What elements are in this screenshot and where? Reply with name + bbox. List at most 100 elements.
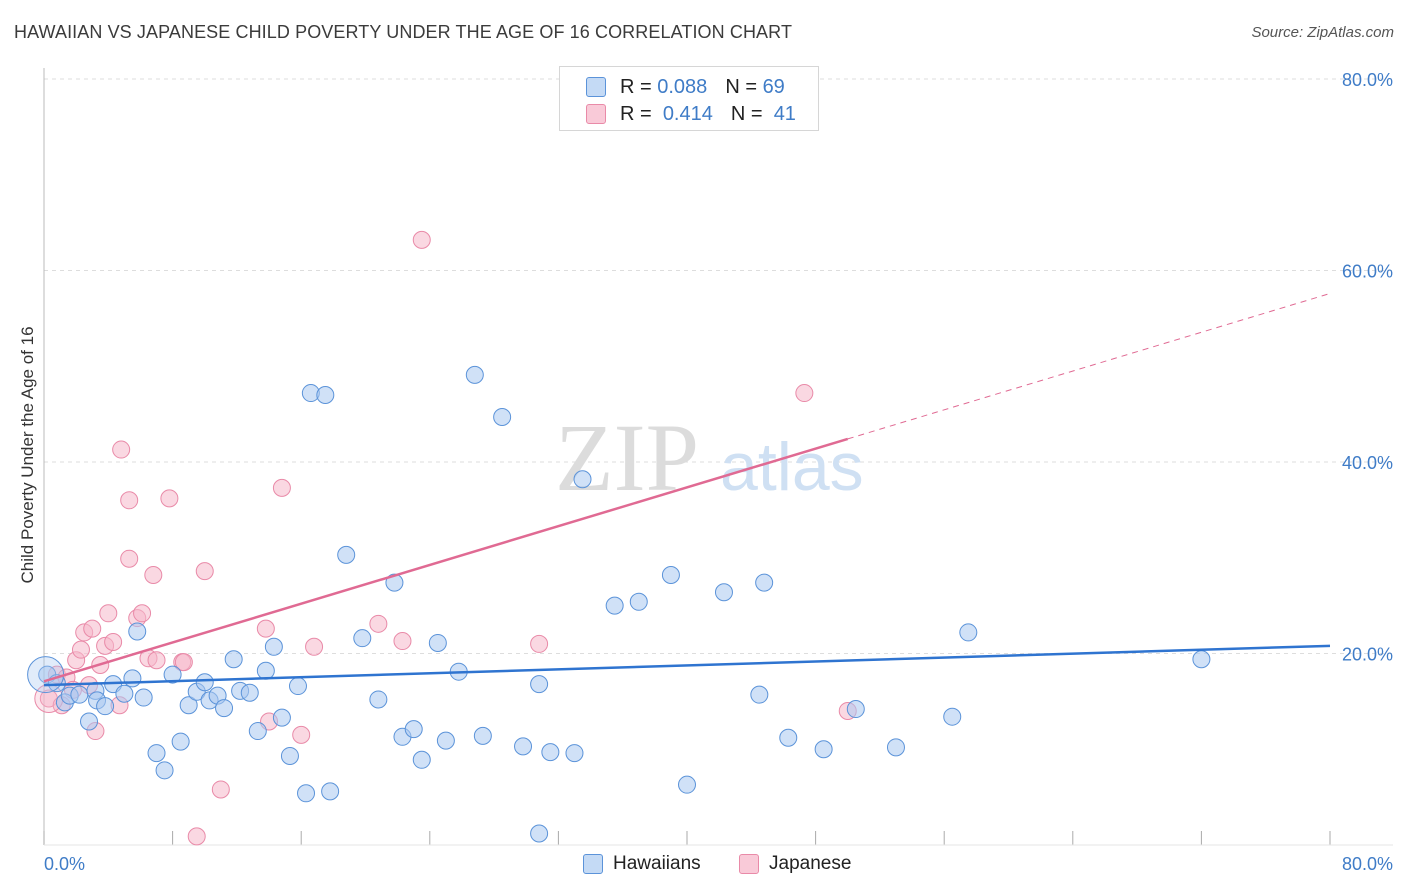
legend-row-hawaiians: R = 0.088 N = 69 xyxy=(586,75,785,99)
hawaiian-point xyxy=(404,720,423,739)
hawaiian-point xyxy=(224,650,243,669)
hawaiian-point xyxy=(215,699,234,718)
hawaiian-point xyxy=(123,669,142,688)
hawaiian-points xyxy=(27,365,1211,843)
hawaiian-point xyxy=(565,744,584,763)
legend-r-value: 0.088 xyxy=(657,75,708,98)
legend-n-label: N = xyxy=(730,102,763,125)
japanese-point xyxy=(305,637,324,656)
hawaiian-point xyxy=(256,661,275,680)
japanese-point xyxy=(112,440,131,459)
hawaiian-point xyxy=(541,743,560,762)
hawaiian-point xyxy=(678,775,696,794)
legend-n-value: 41 xyxy=(773,102,796,125)
hawaiian-point xyxy=(943,707,962,726)
hawaiian-point xyxy=(179,696,198,715)
hawaiians-legend-swatch xyxy=(583,854,603,874)
hawaiian-point xyxy=(661,565,680,584)
japanese-point xyxy=(530,634,549,653)
japanese-point xyxy=(71,640,90,659)
hawaiian-point xyxy=(465,365,484,384)
japanese-point xyxy=(133,604,152,623)
hawaiian-point xyxy=(530,824,549,843)
hawaiian-point xyxy=(115,684,134,703)
hawaiian-point xyxy=(128,622,147,641)
japanese-point xyxy=(211,780,230,799)
japanese-point xyxy=(104,633,123,652)
japanese-point xyxy=(160,489,179,508)
legend-n-label: N = xyxy=(725,75,757,98)
hawaiian-point xyxy=(272,708,291,727)
hawaiian-point xyxy=(297,784,316,803)
hawaiian-point xyxy=(195,673,214,692)
hawaiian-point xyxy=(514,737,533,756)
y-tick-label: 60.0% xyxy=(1342,262,1393,282)
x-tick-label: 0.0% xyxy=(44,854,85,874)
hawaiian-point xyxy=(755,573,774,592)
legend-row-japanese: R = 0.414 N = 41 xyxy=(586,102,796,126)
japanese-legend-swatch xyxy=(739,854,759,874)
trend-lines xyxy=(43,293,1331,687)
y-tick-label: 40.0% xyxy=(1342,453,1393,473)
japanese-point xyxy=(412,230,431,249)
legend-r-label: R = xyxy=(620,102,652,125)
legend-r-value: 0.414 xyxy=(662,102,713,125)
watermark: ZIP atlas xyxy=(555,404,864,511)
hawaiian-point xyxy=(473,726,492,745)
y-tick-label: 80.0% xyxy=(1342,70,1393,90)
chart-title: HAWAIIAN VS JAPANESE CHILD POVERTY UNDER… xyxy=(14,22,793,42)
hawaiian-point xyxy=(264,637,283,656)
hawaiian-point xyxy=(96,697,115,716)
hawaiian-point xyxy=(369,690,388,709)
legend: R = 0.088 N = 69 R = 0.414 N = 41 xyxy=(559,66,819,131)
hawaiian-point xyxy=(70,685,89,704)
hawaiian-point xyxy=(321,782,340,801)
hawaiians-trend-line xyxy=(43,644,1331,687)
hawaiian-point xyxy=(493,407,512,426)
hawaiian-point xyxy=(316,385,335,404)
hawaiians-legend-label: Hawaiians xyxy=(613,853,701,874)
y-tick-label: 20.0% xyxy=(1342,645,1393,665)
hawaiian-point xyxy=(412,750,431,769)
hawaiian-point xyxy=(134,688,153,707)
hawaiian-point xyxy=(605,596,624,615)
y-axis-label: Child Poverty Under the Age of 16 xyxy=(18,326,37,583)
legend-n-value: 69 xyxy=(762,75,785,98)
japanese-point xyxy=(174,653,193,672)
hawaiian-cluster-point xyxy=(27,656,65,694)
hawaiian-point xyxy=(886,738,905,757)
japanese-point xyxy=(369,614,388,633)
japanese-point xyxy=(195,562,214,581)
bottom-legend-japanese: Japanese xyxy=(739,851,851,877)
axes xyxy=(43,68,1393,846)
x-tick-label: 80.0% xyxy=(1342,854,1393,874)
hawaiian-point xyxy=(714,583,733,602)
hawaiian-point xyxy=(779,728,798,747)
japanese-point xyxy=(120,491,139,510)
hawaiian-point xyxy=(846,700,865,719)
hawaiian-point xyxy=(248,722,267,741)
japanese-point xyxy=(187,827,206,846)
legend-r-label: R = xyxy=(620,75,652,98)
japanese-legend-label: Japanese xyxy=(769,853,852,874)
japanese-point xyxy=(83,619,102,638)
japanese-point xyxy=(795,384,814,403)
japanese-point xyxy=(292,725,311,744)
hawaiian-point xyxy=(573,470,592,489)
hawaiians-swatch xyxy=(586,77,606,97)
hawaiian-point xyxy=(1192,650,1211,669)
tick-labels: 20.0% 40.0% 60.0% 80.0% 0.0% 80.0% xyxy=(44,70,1393,874)
hawaiian-point xyxy=(280,746,299,765)
grid-lines xyxy=(44,78,1393,654)
japanese-point xyxy=(144,565,163,584)
hawaiian-point xyxy=(385,573,404,592)
bottom-legend-hawaiians: Hawaiians xyxy=(583,851,701,877)
hawaiian-point xyxy=(147,744,166,763)
japanese-point xyxy=(99,604,118,623)
hawaiian-point xyxy=(337,545,356,564)
japanese-point xyxy=(272,478,291,497)
hawaiian-point xyxy=(80,712,99,731)
hawaiian-point xyxy=(288,677,307,696)
hawaiian-point xyxy=(171,732,190,751)
